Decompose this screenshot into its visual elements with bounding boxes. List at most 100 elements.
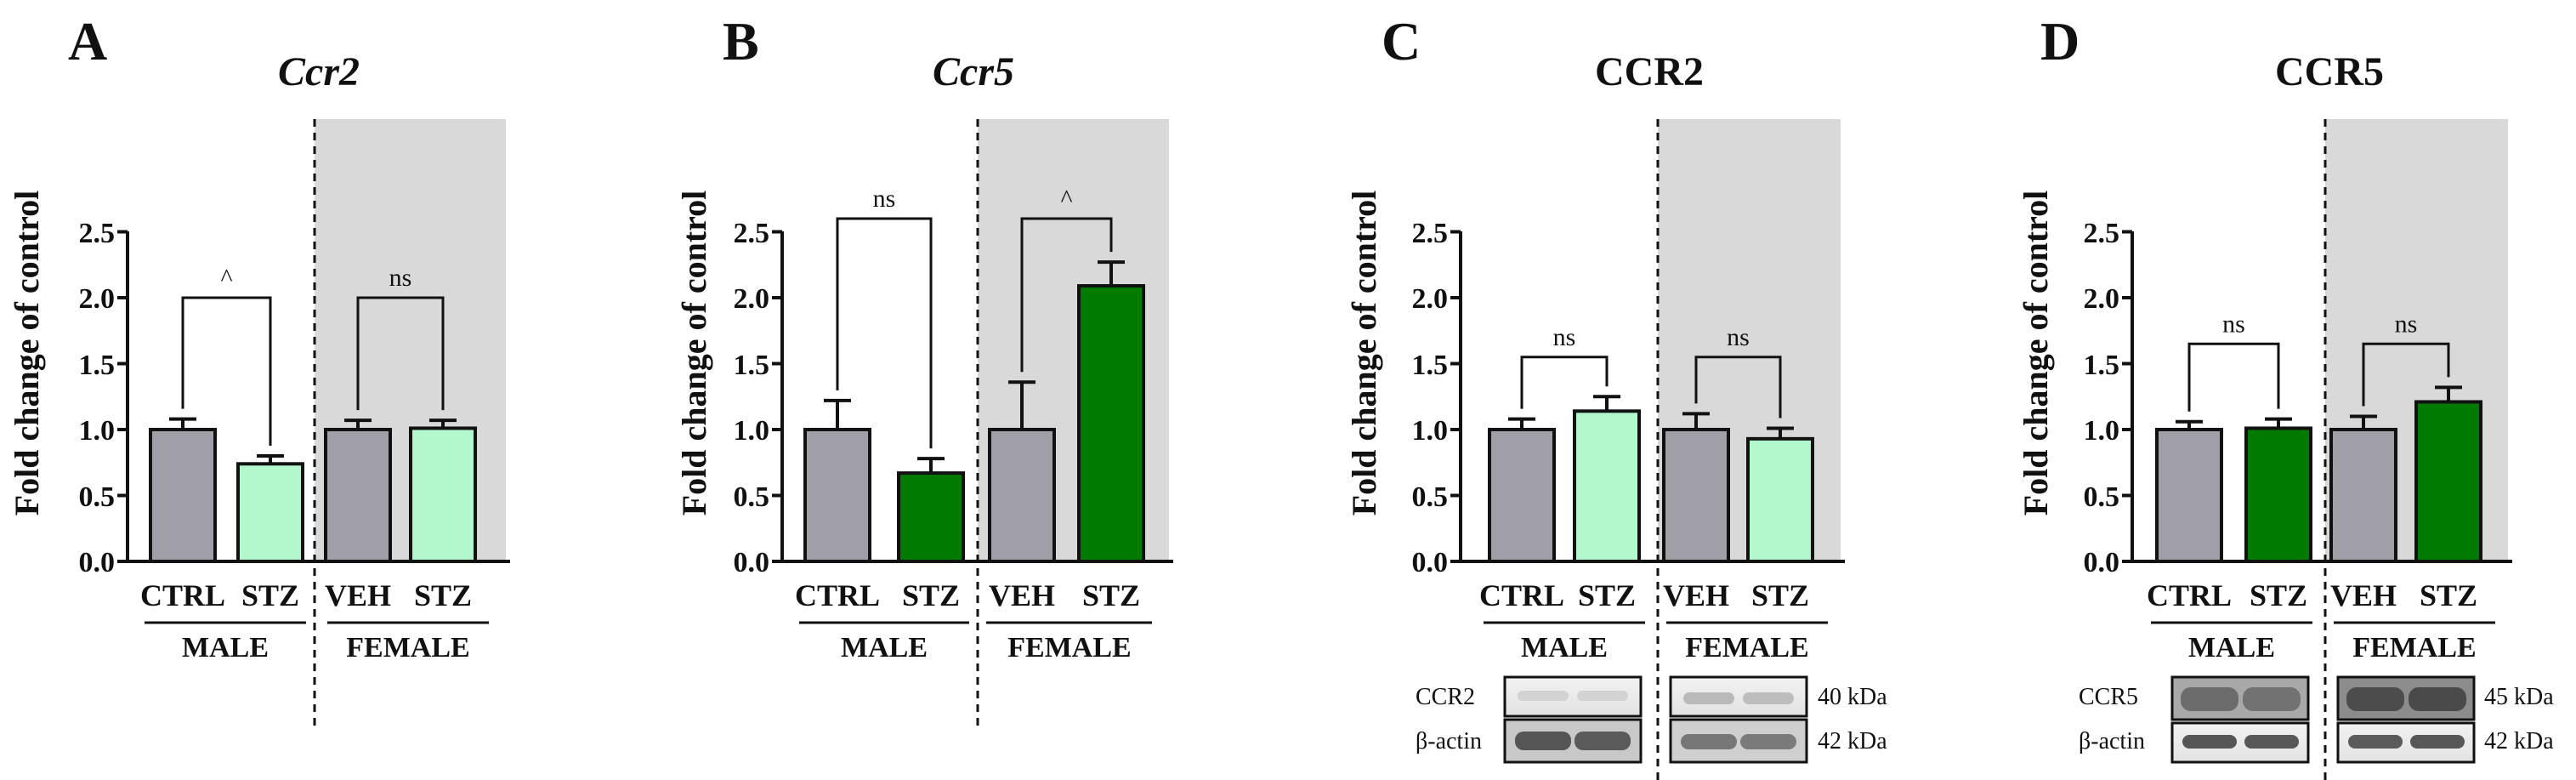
x-category-label: CTRL xyxy=(1479,578,1564,612)
blot-band xyxy=(1575,732,1631,750)
x-categories: CTRL STZ VEH STZ xyxy=(1479,578,1809,612)
y-tick-label: 2.5 xyxy=(734,218,770,249)
y-tick-label: 1.5 xyxy=(2084,350,2120,381)
significance-label: ns xyxy=(1727,323,1750,351)
panel-b: B Ccr5 Fold change of control 0.0 0.5 1.… xyxy=(675,11,1173,732)
x-category-label: STZ xyxy=(241,578,299,612)
bar xyxy=(1488,428,1556,563)
y-tick-label: 2.0 xyxy=(734,283,770,315)
y-tick-label: 1.0 xyxy=(734,415,770,447)
y-tick-label: 0.0 xyxy=(79,547,116,578)
blot-band xyxy=(2409,687,2466,711)
group-label-female: FEMALE xyxy=(1007,632,1131,663)
blot-label: CCR2 xyxy=(1416,684,1475,710)
blot-band xyxy=(1683,692,1734,704)
bar xyxy=(409,426,477,564)
y-axis-label: Fold change of control xyxy=(1345,191,1383,516)
significance-label: ^ xyxy=(220,264,232,292)
bar-marks: ns ns xyxy=(1450,230,1845,563)
x-category-label: VEH xyxy=(325,578,391,612)
x-category-label: VEH xyxy=(1663,578,1729,612)
x-category-label: STZ xyxy=(414,578,472,612)
blot-band xyxy=(1515,732,1571,750)
significance-bracket xyxy=(181,296,272,446)
bar xyxy=(1077,284,1145,563)
panel-letter: C xyxy=(1382,11,1421,71)
blot-band xyxy=(1681,734,1737,749)
significance-label: ns xyxy=(2222,310,2245,338)
x-category-label: CTRL xyxy=(2147,578,2232,612)
bar xyxy=(2244,426,2312,564)
bar xyxy=(897,471,965,564)
bar-marks: ^ ns xyxy=(117,230,510,564)
y-tick-label: 2.0 xyxy=(2084,283,2120,315)
panel-c: C CCR2 Fold change of control 0.0 0.5 1.… xyxy=(1345,11,1887,780)
significance-label: ^ xyxy=(1060,185,1072,213)
bar xyxy=(1662,428,1730,563)
panel-title: Ccr2 xyxy=(278,49,360,94)
x-category-label: STZ xyxy=(2250,578,2307,612)
blot-band xyxy=(2243,687,2301,711)
blot-band xyxy=(1518,691,1569,701)
x-category-label: VEH xyxy=(989,578,1055,612)
blot-label: β-actin xyxy=(1416,728,1482,754)
panel-d: D CCR5 Fold change of control 0.0 0.5 1.… xyxy=(2017,11,2554,780)
y-ticks: 0.0 0.5 1.0 1.5 2.0 2.5 xyxy=(734,218,770,578)
group-label-female: FEMALE xyxy=(2352,632,2476,663)
significance-bracket xyxy=(836,217,933,449)
x-category-label: STZ xyxy=(2420,578,2477,612)
group-label-female: FEMALE xyxy=(346,632,469,663)
y-tick-label: 0.0 xyxy=(1412,547,1449,578)
blot-band xyxy=(2410,735,2465,749)
y-tick-label: 2.5 xyxy=(1412,218,1449,249)
x-category-label: STZ xyxy=(1082,578,1140,612)
x-category-label: CTRL xyxy=(140,578,225,612)
panel-a: A Ccr2 Fold change of control 0.0 0.5 1.… xyxy=(8,11,510,732)
group-label-male: MALE xyxy=(1521,632,1608,663)
y-ticks: 0.0 0.5 1.0 1.5 2.0 2.5 xyxy=(79,218,116,578)
bar-marks: ns ns xyxy=(2122,230,2512,564)
y-axis-label: Fold change of control xyxy=(675,191,713,516)
blot-band xyxy=(1743,692,1794,704)
bar xyxy=(324,428,392,563)
y-tick-label: 2.5 xyxy=(79,218,116,249)
blot-kda: 45 kDa xyxy=(2484,684,2554,710)
significance-bracket xyxy=(1520,356,1609,409)
blot-kda: 40 kDa xyxy=(1818,684,1887,710)
y-tick-label: 1.5 xyxy=(79,350,116,381)
significance-label: ns xyxy=(873,185,896,213)
x-category-label: CTRL xyxy=(795,578,880,612)
panel-title: CCR2 xyxy=(1595,49,1704,94)
y-tick-label: 2.0 xyxy=(79,283,116,315)
y-tick-label: 1.5 xyxy=(734,350,770,381)
y-tick-label: 0.5 xyxy=(734,481,770,513)
y-ticks: 0.0 0.5 1.0 1.5 2.0 2.5 xyxy=(1412,218,1449,578)
bar xyxy=(236,462,304,563)
blot-kda: 42 kDa xyxy=(1818,728,1887,754)
group-label-female: FEMALE xyxy=(1685,632,1808,663)
panel-letter: A xyxy=(68,11,107,71)
panel-letter: D xyxy=(2040,11,2080,71)
blot-band xyxy=(1740,734,1796,749)
blot-label: CCR5 xyxy=(2079,684,2138,710)
y-tick-label: 2.0 xyxy=(1412,283,1449,315)
x-category-label: STZ xyxy=(1578,578,1636,612)
significance-label: ns xyxy=(389,264,412,292)
x-category-label: STZ xyxy=(1751,578,1809,612)
x-category-label: STZ xyxy=(902,578,960,612)
x-categories: CTRL STZ VEH STZ xyxy=(140,578,472,612)
significance-bracket xyxy=(2362,342,2450,407)
y-axis-label: Fold change of control xyxy=(2017,191,2055,516)
blot-band xyxy=(2182,735,2237,749)
group-label-male: MALE xyxy=(182,632,269,663)
bar xyxy=(988,428,1056,563)
significance-bracket xyxy=(2187,342,2280,412)
y-tick-label: 0.0 xyxy=(734,547,770,578)
significance-label: ns xyxy=(2395,310,2418,338)
y-tick-label: 0.0 xyxy=(2084,547,2120,578)
blot-band xyxy=(2244,735,2299,749)
y-tick-label: 0.5 xyxy=(2084,481,2120,513)
significance-bracket xyxy=(1694,356,1782,418)
bar xyxy=(1573,409,1641,563)
bar xyxy=(2414,400,2482,564)
